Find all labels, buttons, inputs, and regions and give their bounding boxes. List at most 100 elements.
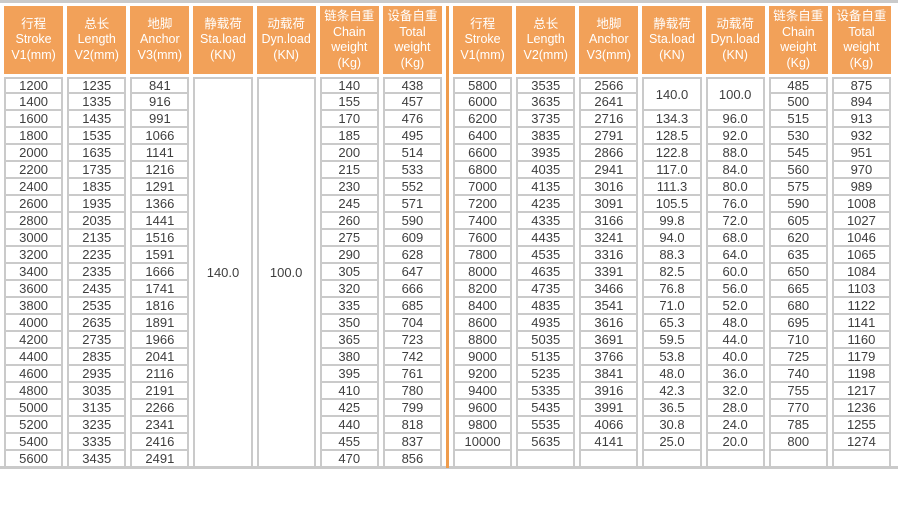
table-cell: 3016 bbox=[579, 179, 639, 196]
table-cell: 991 bbox=[130, 111, 190, 128]
table-cell: 3535 bbox=[516, 77, 576, 94]
table-cell: 1066 bbox=[130, 128, 190, 145]
table-header: 行程 Stroke V1(mm) 总长 Length V2(mm) 地脚 Ancho… bbox=[453, 6, 891, 77]
table-cell: 40.0 bbox=[705, 349, 765, 366]
table-cell: 76.8 bbox=[642, 281, 702, 298]
table-cell: 650 bbox=[768, 264, 828, 281]
table-cell: 4435 bbox=[516, 230, 576, 247]
table-cell: 3400 bbox=[4, 264, 64, 281]
table-cell: 5000 bbox=[4, 400, 64, 417]
table-cell: 951 bbox=[831, 145, 891, 162]
table-cell: 3000 bbox=[4, 230, 64, 247]
table-cell: 725 bbox=[768, 349, 828, 366]
table-row: 6000 3635 2641 500 894 bbox=[453, 94, 891, 111]
table-cell: 4135 bbox=[516, 179, 576, 196]
table-cell: 1635 bbox=[67, 145, 127, 162]
table-cell: 1198 bbox=[831, 366, 891, 383]
table-row: 7000 4135 3016 111.3 80.0 575 989 bbox=[453, 179, 891, 196]
table-cell: 128.5 bbox=[642, 128, 702, 145]
table-cell: 215 bbox=[319, 162, 379, 179]
table-row: 4000 2635 1891 350 704 bbox=[4, 315, 442, 332]
table-cell: 2235 bbox=[67, 247, 127, 264]
merged-load-cell: 100.0 bbox=[256, 77, 316, 468]
table-divider bbox=[446, 6, 449, 468]
table-cell: 20.0 bbox=[705, 434, 765, 451]
table-cell: 5535 bbox=[516, 417, 576, 434]
table-cell: 170 bbox=[319, 111, 379, 128]
table-cell: 140 bbox=[319, 77, 379, 94]
table-cell: 72.0 bbox=[705, 213, 765, 230]
top-rule bbox=[0, 0, 898, 3]
table-cell: 3091 bbox=[579, 196, 639, 213]
table-row: 3600 2435 1741 320 666 bbox=[4, 281, 442, 298]
table-cell: 4535 bbox=[516, 247, 576, 264]
merged-load-cell: 140.0 bbox=[642, 77, 702, 111]
table-cell: 8000 bbox=[453, 264, 513, 281]
table-cell: 122.8 bbox=[642, 145, 702, 162]
table-cell: 305 bbox=[319, 264, 379, 281]
table-cell: 6400 bbox=[453, 128, 513, 145]
table-cell: 894 bbox=[831, 94, 891, 111]
table-cell: 99.8 bbox=[642, 213, 702, 230]
table-cell: 620 bbox=[768, 230, 828, 247]
table-row: 9600 5435 3991 36.5 28.0 770 1236 bbox=[453, 400, 891, 417]
table-cell: 916 bbox=[130, 94, 190, 111]
table-cell: 1535 bbox=[67, 128, 127, 145]
table-cell: 9400 bbox=[453, 383, 513, 400]
table-row: 2000 1635 1141 200 514 bbox=[4, 145, 442, 162]
table-cell: 1291 bbox=[130, 179, 190, 196]
table-cell: 575 bbox=[768, 179, 828, 196]
table-cell: 42.3 bbox=[642, 383, 702, 400]
table-cell: 685 bbox=[382, 298, 442, 315]
table-cell: 609 bbox=[382, 230, 442, 247]
table-cell: 2641 bbox=[579, 94, 639, 111]
table-cell: 8400 bbox=[453, 298, 513, 315]
table-cell: 635 bbox=[768, 247, 828, 264]
table-cell: 260 bbox=[319, 213, 379, 230]
table-cell: 1255 bbox=[831, 417, 891, 434]
table-cell: 970 bbox=[831, 162, 891, 179]
table-row: 6200 3735 2716 134.3 96.0 515 913 bbox=[453, 111, 891, 128]
table-cell: 155 bbox=[319, 94, 379, 111]
table-cell: 111.3 bbox=[642, 179, 702, 196]
table-cell: 2191 bbox=[130, 383, 190, 400]
table-cell: 8800 bbox=[453, 332, 513, 349]
table-cell: 60.0 bbox=[705, 264, 765, 281]
table-cell: 76.0 bbox=[705, 196, 765, 213]
table-cell: 666 bbox=[382, 281, 442, 298]
table-cell: 4066 bbox=[579, 417, 639, 434]
table-cell: 5035 bbox=[516, 332, 576, 349]
table-cell: 2341 bbox=[130, 417, 190, 434]
table-row: 5400 3335 2416 455 837 bbox=[4, 434, 442, 451]
column-header: 总长 Length V2(mm) bbox=[516, 6, 576, 77]
table-cell: 755 bbox=[768, 383, 828, 400]
table-row: 5800 3535 2566 140.0 100.0 485 875 bbox=[453, 77, 891, 111]
table-cell: 290 bbox=[319, 247, 379, 264]
table-cell: 1591 bbox=[130, 247, 190, 264]
table-cell: 32.0 bbox=[705, 383, 765, 400]
spec-table-left: 行程 Stroke V1(mm) 总长 Length V2(mm) 地脚 Ancho… bbox=[0, 6, 446, 468]
table-cell: 837 bbox=[382, 434, 442, 451]
table-row: 4800 3035 2191 410 780 bbox=[4, 383, 442, 400]
table-row: 4200 2735 1966 365 723 bbox=[4, 332, 442, 349]
table-cell: 590 bbox=[382, 213, 442, 230]
table-cell: 628 bbox=[382, 247, 442, 264]
table-cell: 533 bbox=[382, 162, 442, 179]
table-row: 1800 1535 1066 185 495 bbox=[4, 128, 442, 145]
table-cell: 5200 bbox=[4, 417, 64, 434]
table-cell: 4000 bbox=[4, 315, 64, 332]
table-cell: 1141 bbox=[831, 315, 891, 332]
table-cell: 1141 bbox=[130, 145, 190, 162]
column-header: 设备自重 Total weight (Kg) bbox=[831, 6, 891, 77]
column-header: 静载荷 Sta.load (KN) bbox=[193, 6, 253, 77]
table-cell: 1441 bbox=[130, 213, 190, 230]
table-cell: 590 bbox=[768, 196, 828, 213]
table-cell: 2416 bbox=[130, 434, 190, 451]
table-cell: 10000 bbox=[453, 434, 513, 451]
table-cell: 65.3 bbox=[642, 315, 702, 332]
table-cell: 134.3 bbox=[642, 111, 702, 128]
table-cell: 4200 bbox=[4, 332, 64, 349]
table-cell: 5400 bbox=[4, 434, 64, 451]
table-row: 2600 1935 1366 245 571 bbox=[4, 196, 442, 213]
